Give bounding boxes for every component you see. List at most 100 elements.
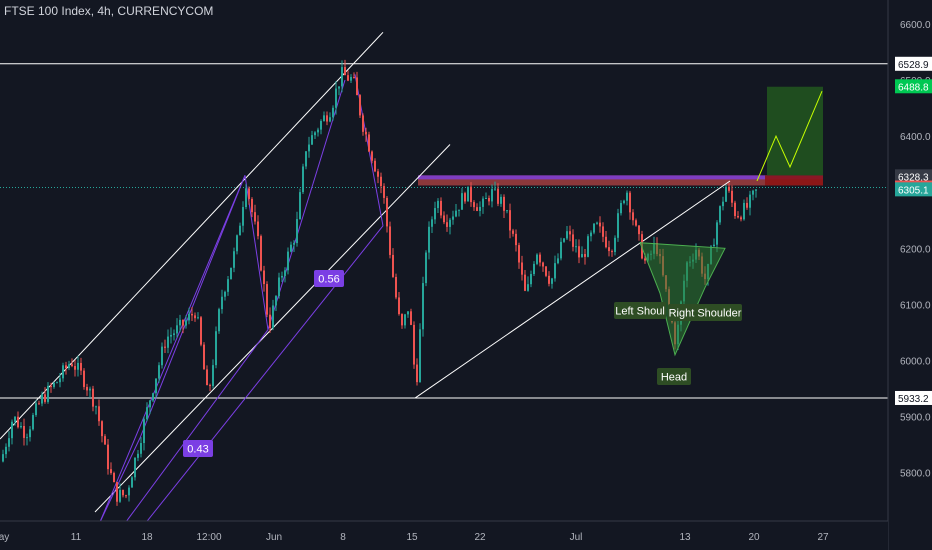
- candle-body: [182, 319, 184, 326]
- candle-body: [26, 437, 28, 439]
- candle-body: [512, 230, 514, 234]
- candle-body: [290, 244, 292, 252]
- candle-body: [62, 365, 64, 379]
- candle-body: [119, 489, 121, 502]
- candle-body: [422, 283, 424, 330]
- candle-body: [365, 131, 367, 135]
- candle-body: [164, 346, 166, 348]
- candle-body: [59, 378, 61, 383]
- candle-body: [563, 238, 565, 242]
- candle-body: [209, 385, 211, 387]
- candle-body: [536, 254, 538, 264]
- candle-body: [524, 274, 526, 291]
- candle-body: [2, 454, 4, 462]
- candle-body: [449, 219, 451, 227]
- candle-body: [8, 438, 10, 447]
- candle-body: [617, 213, 619, 238]
- harmonic-line: [267, 79, 346, 330]
- candle-body: [179, 319, 181, 326]
- candle-body: [287, 251, 289, 271]
- candle-body: [56, 382, 58, 384]
- candle-body: [377, 171, 379, 177]
- candle-body: [161, 346, 163, 366]
- candle-body: [620, 203, 622, 214]
- candle-body: [452, 216, 454, 220]
- annotation-box: [183, 440, 213, 457]
- candle-body: [194, 315, 196, 319]
- candle-body: [629, 192, 631, 213]
- candle-body: [101, 421, 103, 437]
- candle-body: [590, 232, 592, 237]
- candle-body: [23, 426, 25, 438]
- candle-body: [338, 86, 340, 89]
- candle-body: [386, 197, 388, 227]
- y-tick-label: 6200.0: [900, 244, 931, 255]
- candle-body: [533, 263, 535, 275]
- candle-body: [494, 188, 496, 190]
- x-tick-label: 18: [141, 532, 153, 543]
- candle-body: [596, 222, 598, 224]
- harmonic-line: [99, 437, 141, 523]
- candle-body: [77, 362, 79, 370]
- candle-body: [296, 219, 298, 244]
- candle-body: [128, 487, 130, 496]
- candle-body: [65, 365, 67, 369]
- candle-body: [395, 276, 397, 298]
- x-tick-label: 11: [71, 532, 82, 543]
- candle-body: [20, 426, 22, 428]
- candle-body: [281, 275, 283, 278]
- candle-body: [44, 394, 46, 402]
- candle-body: [86, 386, 88, 391]
- x-tick-label: Jun: [266, 532, 282, 543]
- candle-body: [137, 453, 139, 458]
- candle-body: [233, 251, 235, 268]
- candle-body: [521, 262, 523, 275]
- candle-body: [410, 311, 412, 325]
- resistance-zone: [418, 175, 823, 186]
- candle-body: [68, 364, 70, 369]
- candle-body: [749, 194, 751, 208]
- candle-body: [347, 75, 349, 81]
- candle-body: [383, 186, 385, 198]
- candle-body: [419, 329, 421, 383]
- candle-body: [314, 132, 316, 136]
- fib-label: 0.43: [183, 440, 213, 457]
- candle-body: [548, 275, 550, 284]
- candle-body: [221, 296, 223, 310]
- candle-body: [329, 117, 331, 122]
- candle-body: [554, 263, 556, 279]
- x-tick-label: 12:00: [196, 532, 221, 543]
- candle-body: [458, 209, 460, 211]
- candle-body: [551, 278, 553, 284]
- candle-body: [311, 135, 313, 145]
- candle-body: [608, 247, 610, 252]
- candle-body: [527, 284, 529, 291]
- candle-body: [224, 291, 226, 297]
- candle-body: [530, 274, 532, 285]
- candle-body: [170, 334, 172, 337]
- candle-body: [53, 382, 55, 387]
- candle-body: [131, 477, 133, 488]
- y-tick-label: 6000.0: [900, 357, 931, 368]
- price-label-text: 5933.2: [898, 394, 929, 405]
- candle-body: [47, 385, 49, 402]
- head-shoulders-area: [639, 242, 726, 357]
- candle-body: [173, 333, 175, 335]
- price-label: 6328.3: [895, 169, 932, 184]
- candle-body: [29, 429, 31, 438]
- candle-body: [242, 207, 244, 226]
- harmonic-line: [99, 175, 246, 523]
- annotation-text: 0.43: [187, 444, 208, 456]
- candle-body: [35, 403, 37, 416]
- candle-body: [506, 210, 508, 212]
- candle-body: [200, 317, 202, 345]
- candle-body: [74, 366, 76, 370]
- candle-body: [740, 217, 742, 220]
- price-label-text: 6488.8: [898, 82, 929, 93]
- y-tick-label: 6600.0: [900, 20, 931, 31]
- candle-body: [353, 77, 355, 79]
- candle-body: [635, 220, 637, 226]
- price-label: 6528.9: [895, 56, 932, 71]
- candle-body: [206, 369, 208, 386]
